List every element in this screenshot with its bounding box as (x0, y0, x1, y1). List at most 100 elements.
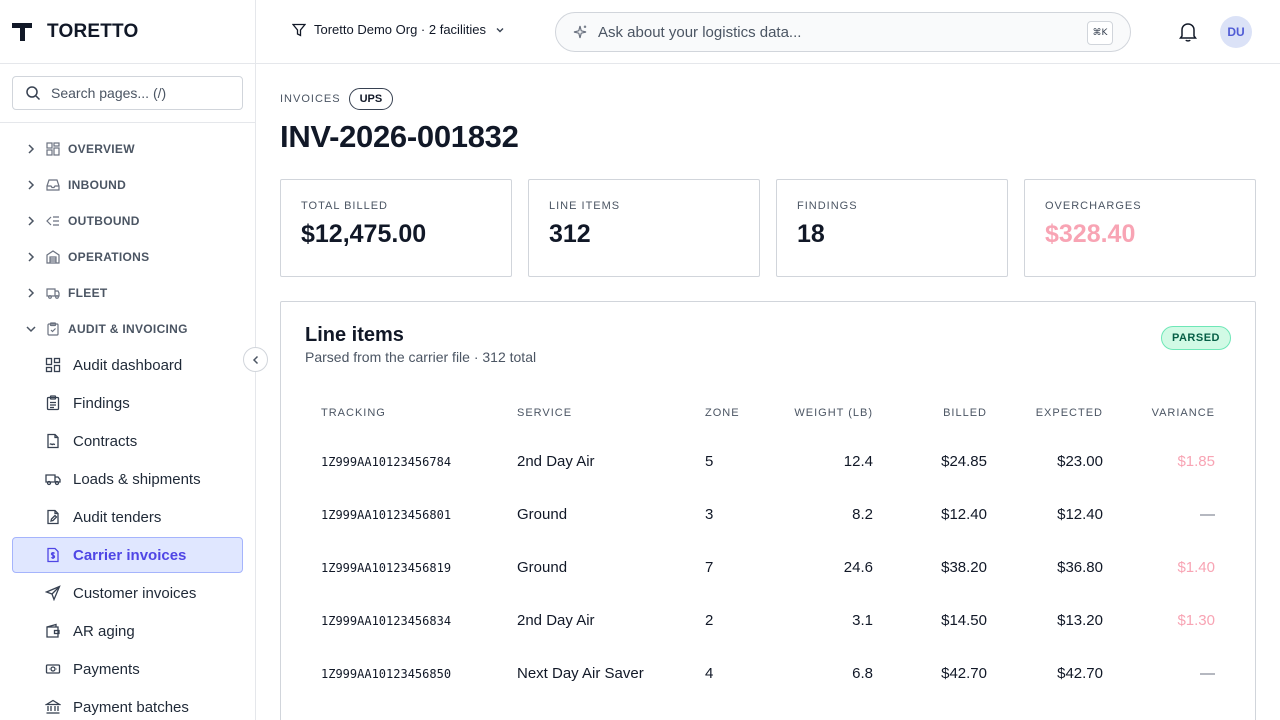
nav-section-label: OPERATIONS (68, 250, 150, 264)
sidebar-item-ar-aging[interactable]: AR aging (12, 613, 243, 649)
sidebar-item-contracts[interactable]: Contracts (12, 423, 243, 459)
sidebar-nav: OVERVIEW INBOUND OUTBOUND OPERATIONS FLE… (0, 123, 255, 720)
grid-icon (46, 142, 60, 156)
cell-expected: $42.70 (1057, 665, 1103, 682)
nav-section-outbound[interactable]: OUTBOUND (0, 203, 255, 239)
breadcrumb: INVOICES UPS (280, 88, 394, 110)
sidebar-item-label: Payment batches (73, 698, 189, 716)
collapse-sidebar-button[interactable] (243, 347, 268, 372)
stat-label: FINDINGS (797, 200, 858, 212)
sidebar-item-label: Loads & shipments (73, 470, 201, 488)
column-header-weight[interactable]: WEIGHT (LB) (794, 406, 873, 419)
sidebar-item-carrier-invoices[interactable]: Carrier invoices (12, 537, 243, 573)
cell-billed: $38.20 (941, 559, 987, 576)
stat-label: TOTAL BILLED (301, 200, 388, 212)
page-search-input[interactable]: Search pages... (/) (12, 76, 243, 110)
org-selector[interactable]: Toretto Demo Org · 2 facilities (292, 22, 514, 37)
send-icon (45, 585, 61, 601)
column-header-variance[interactable]: VARIANCE (1151, 406, 1215, 419)
cell-billed: $14.50 (941, 612, 987, 629)
chevron-right-icon (28, 288, 35, 298)
cell-zone: 2 (705, 612, 714, 629)
truck-icon (46, 288, 60, 299)
search-icon (26, 86, 41, 101)
chevron-right-icon (28, 216, 35, 226)
filter-icon (292, 23, 306, 37)
column-header-tracking[interactable]: TRACKING (321, 406, 386, 419)
table-row[interactable]: 1Z999AA10123456801 Ground 3 8.2 $12.40 $… (305, 488, 1231, 541)
cell-weight: 6.8 (852, 665, 873, 682)
stat-card-line-items: LINE ITEMS 312 (528, 179, 760, 277)
inbox-icon (46, 179, 60, 191)
table-row[interactable]: 1Z999AA10123456784 2nd Day Air 5 12.4 $2… (305, 435, 1231, 488)
stats-row: TOTAL BILLED $12,475.00 LINE ITEMS 312 F… (280, 179, 1256, 277)
column-header-billed[interactable]: BILLED (943, 406, 987, 419)
stat-value: 312 (549, 220, 591, 248)
sidebar-item-customer-invoices[interactable]: Customer invoices (12, 575, 243, 611)
cell-tracking: 1Z999AA10123456850 (321, 666, 452, 681)
line-items-card: Line items Parsed from the carrier file … (280, 301, 1256, 720)
column-header-zone[interactable]: ZONE (705, 406, 740, 419)
top-header: Toretto Demo Org · 2 facilities Ask abou… (256, 0, 1280, 64)
line-items-table: TRACKING SERVICE ZONE WEIGHT (LB) BILLED… (305, 390, 1231, 700)
nav-section-operations[interactable]: OPERATIONS (0, 239, 255, 275)
nav-section-inbound[interactable]: INBOUND (0, 167, 255, 203)
chevron-left-icon (252, 355, 258, 364)
brand[interactable]: TORETTO (0, 0, 255, 64)
bank-icon (45, 699, 61, 714)
sidebar-item-payment-batches[interactable]: Payment batches (12, 689, 243, 720)
cell-zone: 7 (705, 559, 714, 576)
sidebar-item-payments[interactable]: Payments (12, 651, 243, 687)
invoice-dollar-icon (47, 547, 59, 563)
cell-zone: 5 (705, 453, 714, 470)
chevron-right-icon (28, 144, 35, 154)
cell-billed: $12.40 (941, 506, 987, 523)
sidebar-item-label: Audit tenders (73, 508, 162, 526)
cell-variance: — (1200, 665, 1215, 682)
sidebar-item-label: Contracts (73, 432, 138, 450)
cell-zone: 4 (705, 665, 714, 682)
cell-expected: $36.80 (1057, 559, 1103, 576)
stat-label: OVERCHARGES (1045, 200, 1142, 212)
column-header-service[interactable]: SERVICE (517, 406, 573, 419)
sidebar-item-audit-dashboard[interactable]: Audit dashboard (12, 347, 243, 383)
cell-service: 2nd Day Air (517, 612, 595, 629)
cell-variance: $1.40 (1177, 559, 1215, 576)
card-title: Line items (305, 324, 404, 346)
table-row[interactable]: 1Z999AA10123456850 Next Day Air Saver 4 … (305, 647, 1231, 700)
page-title: INV-2026-001832 (280, 119, 519, 154)
stat-value: $328.40 (1045, 220, 1136, 248)
table-row[interactable]: 1Z999AA10123456819 Ground 7 24.6 $38.20 … (305, 541, 1231, 594)
cell-billed: $42.70 (941, 665, 987, 682)
nav-section-overview[interactable]: OVERVIEW (0, 131, 255, 167)
toretto-logo-icon (12, 22, 32, 41)
nav-section-audit-invoicing[interactable]: AUDIT & INVOICING (0, 311, 255, 347)
cell-variance: — (1200, 506, 1215, 523)
cell-weight: 24.6 (843, 559, 873, 576)
nav-section-fleet[interactable]: FLEET (0, 275, 255, 311)
cell-weight: 12.4 (843, 453, 873, 470)
sidebar-item-loads-shipments[interactable]: Loads & shipments (12, 461, 243, 497)
cell-service: Next Day Air Saver (517, 665, 644, 682)
cell-billed: $24.85 (941, 453, 987, 470)
notifications-button[interactable] (1178, 21, 1198, 48)
dashboard-icon (45, 357, 61, 373)
status-badge: PARSED (1160, 326, 1231, 350)
breadcrumb-invoices[interactable]: INVOICES (280, 93, 341, 105)
stat-value: $12,475.00 (301, 220, 427, 248)
table-header-row: TRACKING SERVICE ZONE WEIGHT (LB) BILLED… (305, 390, 1231, 435)
cell-expected: $13.20 (1057, 612, 1103, 629)
cell-service: Ground (517, 559, 568, 576)
stat-value: 18 (797, 220, 825, 248)
sidebar-item-label: Carrier invoices (73, 546, 187, 564)
avatar[interactable]: DU (1220, 16, 1252, 48)
wallet-icon (46, 623, 60, 638)
sidebar-item-findings[interactable]: Findings (12, 385, 243, 421)
ask-ai-input[interactable]: Ask about your logistics data... ⌘K (555, 12, 1131, 52)
stat-card-findings: FINDINGS 18 (776, 179, 1008, 277)
sidebar-item-label: AR aging (73, 622, 135, 640)
column-header-expected[interactable]: EXPECTED (1035, 406, 1103, 419)
sidebar-item-audit-tenders[interactable]: Audit tenders (12, 499, 243, 535)
cell-expected: $23.00 (1057, 453, 1103, 470)
table-row[interactable]: 1Z999AA10123456834 2nd Day Air 2 3.1 $14… (305, 594, 1231, 647)
